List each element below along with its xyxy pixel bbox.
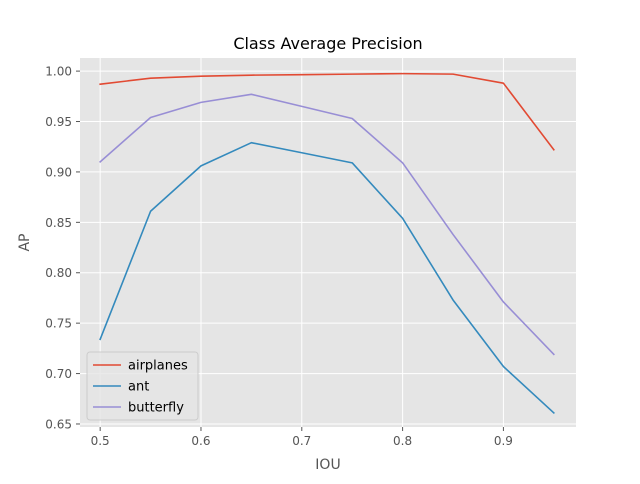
legend: airplanes ant butterfly xyxy=(86,351,199,421)
axis-ticks: 0.65 0.70 0.75 0.80 0.85 0.90 0.95 1.00 0.5 0.6 0.… xyxy=(45,65,513,448)
y-tick-label: 0.80 xyxy=(45,266,72,280)
x-tick-label: 0.7 xyxy=(292,434,311,448)
y-axis-label: AP xyxy=(17,233,33,251)
legend-box xyxy=(86,351,199,421)
series-line-ant xyxy=(99,141,555,415)
y-tick-label: 0.70 xyxy=(45,367,72,381)
series-line-airplanes xyxy=(99,72,555,151)
y-tick-label: 0.95 xyxy=(45,115,72,129)
series-lines xyxy=(99,72,555,415)
legend-label-butterfly: butterfly xyxy=(128,401,184,416)
y-tick-label: 0.75 xyxy=(45,317,72,331)
series-line-butterfly xyxy=(99,93,555,356)
y-tick-label: 0.65 xyxy=(45,417,72,431)
y-tick-label: 0.90 xyxy=(45,165,72,179)
grid-lines xyxy=(80,58,576,427)
x-axis-label: IOU xyxy=(315,457,340,473)
x-tick-label: 0.8 xyxy=(393,434,412,448)
legend-label-airplanes: airplanes xyxy=(128,359,188,374)
chart-title: Class Average Precision xyxy=(233,34,422,53)
x-tick-label: 0.5 xyxy=(91,434,110,448)
x-tick-label: 0.6 xyxy=(191,434,210,448)
y-tick-label: 0.85 xyxy=(45,216,72,230)
x-tick-label: 0.9 xyxy=(494,434,513,448)
y-tick-label: 1.00 xyxy=(45,65,72,79)
legend-label-ant: ant xyxy=(128,380,149,395)
